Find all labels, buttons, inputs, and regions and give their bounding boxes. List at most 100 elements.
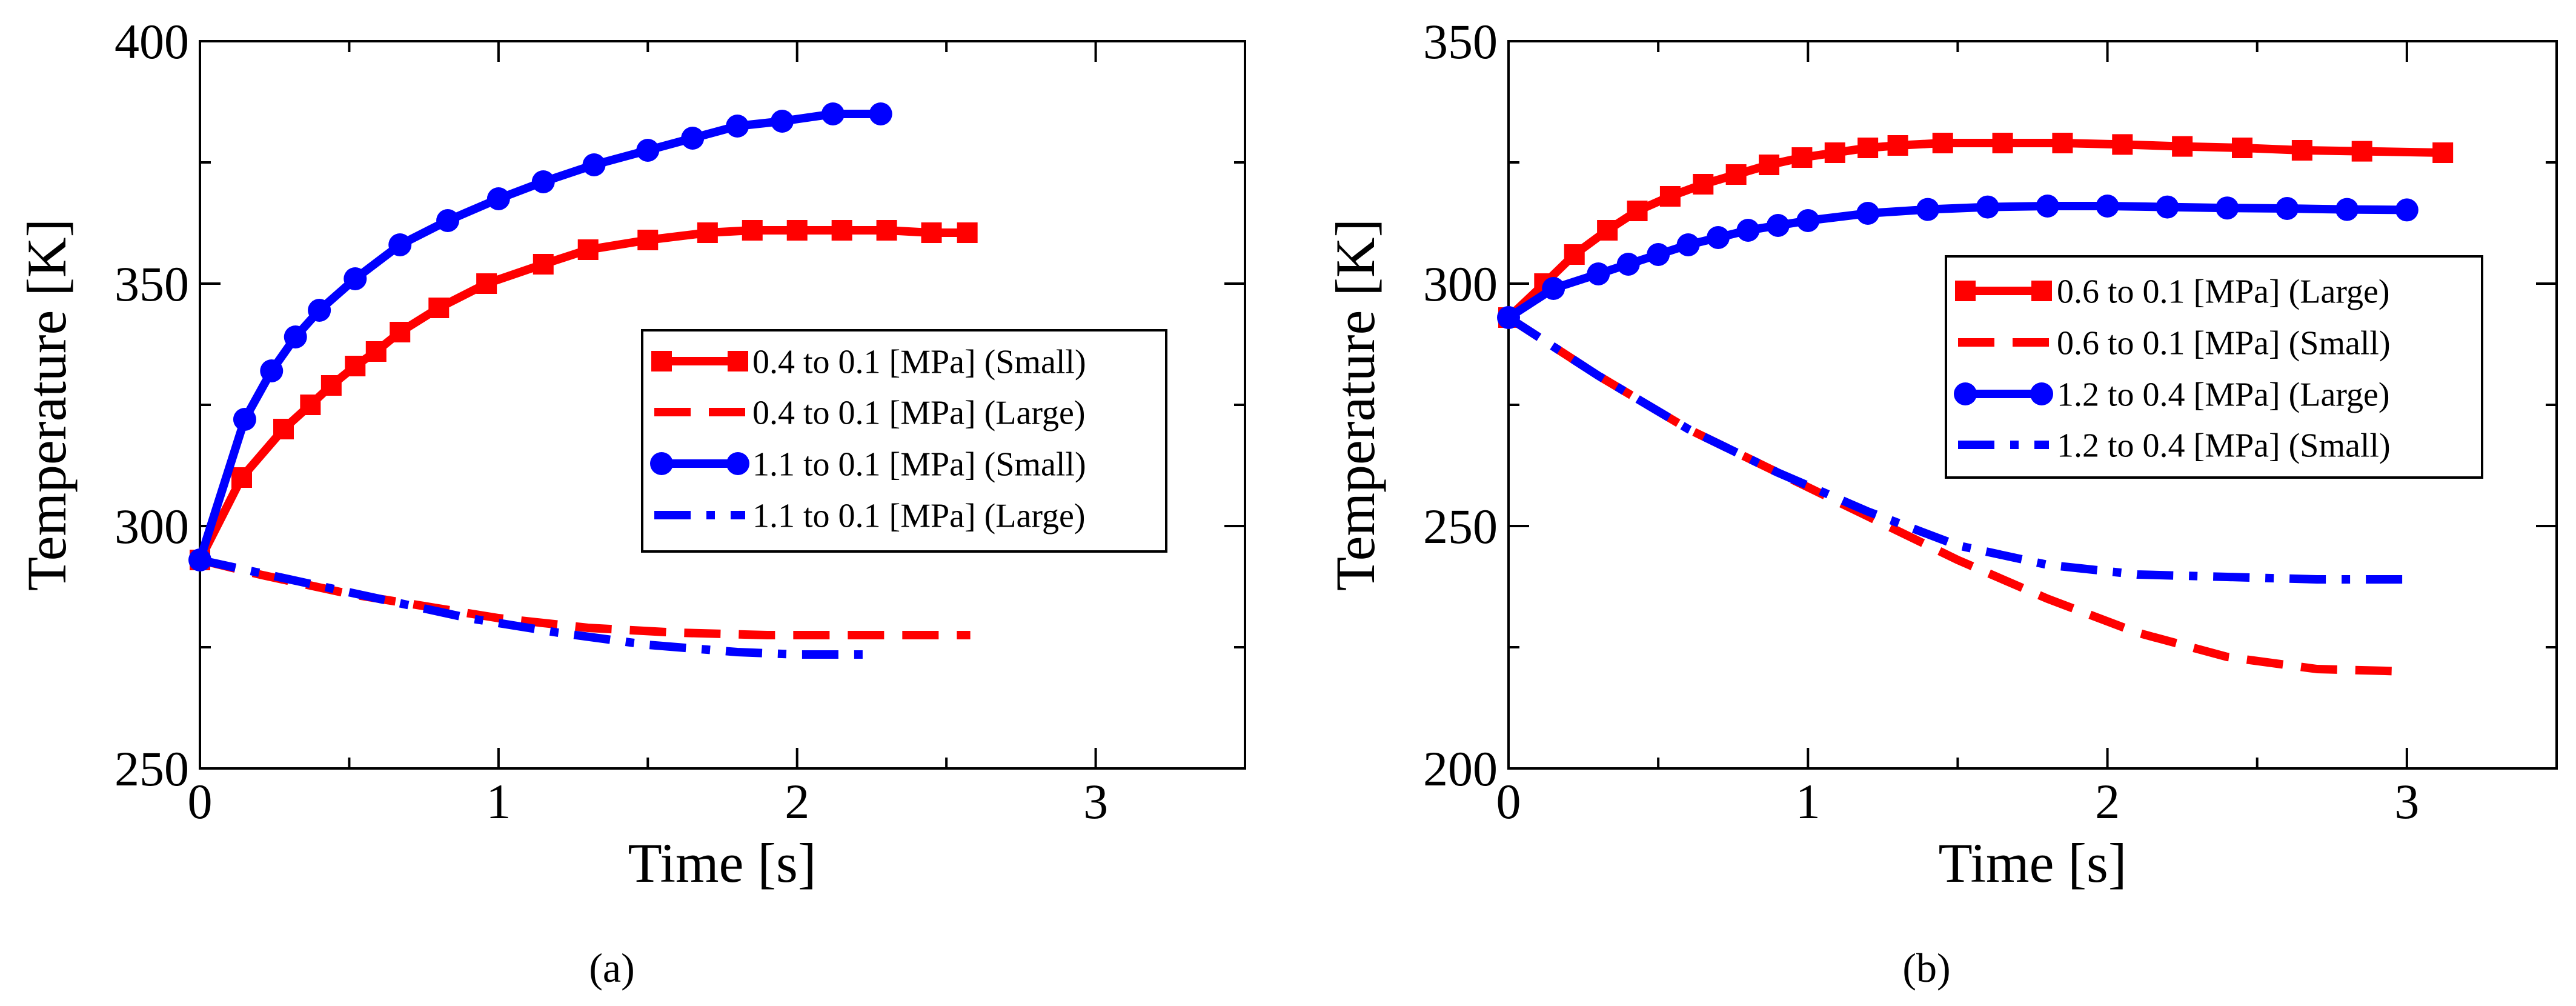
- series: [1506, 314, 2407, 584]
- data-point: [582, 153, 606, 176]
- y-tick-label: 250: [115, 741, 189, 796]
- series: [199, 556, 971, 639]
- series-layer: [1497, 133, 2454, 676]
- legend-entry: 0.6 to 0.1 [MPa] (Small): [1958, 325, 2391, 362]
- legend-entry: 0.4 to 0.1 [MPa] (Small): [651, 344, 1086, 381]
- legend-sample: [650, 452, 749, 475]
- y-axis-label: Temperature [K]: [1324, 219, 1386, 591]
- x-axis-label: Time [s]: [628, 832, 817, 894]
- data-point: [1736, 219, 1760, 242]
- data-point: [1659, 186, 1681, 207]
- data-point: [1857, 138, 1879, 158]
- legend-sample: [1954, 382, 2053, 405]
- legend-entry: 0.6 to 0.1 [MPa] (Large): [1955, 273, 2390, 311]
- panel-label: (b): [1902, 945, 1950, 991]
- x-tick-label: 0: [1496, 774, 1521, 829]
- panel-a: 0 1 2 3 250 300 350 400 Time [s] Temperature [K…: [16, 14, 1246, 991]
- data-point: [260, 359, 284, 382]
- data-point: [1992, 133, 2013, 153]
- legend-entry: 1.2 to 0.4 [MPa] (Small): [1958, 427, 2391, 465]
- legend-label: 1.1 to 0.1 [MPa] (Small): [752, 446, 1086, 484]
- tick-labels: 0 1 2 3 200 250 300 350: [1423, 14, 2419, 829]
- data-point: [831, 220, 852, 241]
- legend-label: 0.4 to 0.1 [MPa] (Small): [752, 344, 1086, 381]
- data-point: [1647, 243, 1670, 266]
- legend-label: 0.4 to 0.1 [MPa] (Large): [752, 395, 1086, 432]
- data-point: [284, 325, 307, 348]
- data-point: [821, 102, 845, 125]
- data-point: [681, 127, 705, 150]
- series-line: [1506, 314, 2407, 584]
- data-point: [1587, 262, 1610, 285]
- legend-entry: 0.4 to 0.1 [MPa] (Large): [654, 395, 1086, 432]
- data-point: [1725, 164, 1747, 185]
- data-point: [2432, 142, 2454, 163]
- data-point: [2031, 281, 2052, 301]
- data-point: [2232, 138, 2252, 158]
- data-point: [1976, 195, 1999, 219]
- tick-marks: [1507, 40, 2558, 770]
- y-tick-label: 400: [115, 14, 189, 69]
- data-point: [1887, 135, 1908, 156]
- data-point: [1627, 201, 1648, 221]
- data-point: [1856, 202, 1880, 225]
- data-point: [436, 209, 460, 232]
- series-line: [199, 556, 872, 659]
- data-point: [345, 356, 366, 376]
- data-point: [869, 102, 892, 125]
- legend-label: 0.6 to 0.1 [MPa] (Large): [2057, 273, 2390, 311]
- data-point: [2156, 195, 2179, 219]
- data-point: [308, 299, 331, 322]
- data-point: [726, 452, 749, 475]
- data-point: [344, 267, 367, 290]
- series-line: [1505, 139, 2443, 321]
- y-tick-label: 250: [1423, 499, 1498, 554]
- x-axis-label: Time [s]: [1939, 832, 2127, 894]
- data-point: [651, 351, 672, 371]
- data-point: [771, 110, 794, 133]
- data-point: [2052, 133, 2073, 153]
- data-point: [1791, 147, 1813, 168]
- legend-entry: 1.1 to 0.1 [MPa] (Small): [650, 446, 1086, 484]
- data-point: [1564, 244, 1585, 265]
- data-point: [2395, 198, 2418, 222]
- y-tick-label: 300: [115, 499, 189, 554]
- data-point: [742, 220, 763, 241]
- data-point: [233, 408, 256, 431]
- data-point: [1916, 198, 1939, 221]
- panel-label: (a): [589, 945, 634, 991]
- x-tick-label: 2: [785, 774, 809, 829]
- data-point: [957, 222, 978, 243]
- series: [190, 220, 978, 570]
- x-tick-label: 3: [1083, 774, 1108, 829]
- panel-b: 0 1 2 3 200 250 300 350 Time [s] Temperature [K…: [1324, 14, 2558, 991]
- x-tick-label: 1: [486, 774, 511, 829]
- y-tick-label: 300: [1423, 256, 1498, 311]
- data-point: [1759, 155, 1780, 175]
- data-point: [2351, 141, 2372, 162]
- data-point: [2096, 195, 2119, 218]
- y-tick-label: 350: [115, 256, 189, 311]
- series-line: [199, 556, 971, 639]
- series: [188, 102, 892, 571]
- legend: 0.6 to 0.1 [MPa] (Large) 0.6 to 0.1 [MPa…: [1945, 255, 2483, 479]
- data-point: [2335, 198, 2359, 221]
- tick-marks: [199, 40, 1246, 770]
- data-point: [1676, 233, 1700, 256]
- data-point: [2112, 134, 2133, 155]
- data-point: [921, 222, 942, 243]
- data-point: [428, 298, 450, 318]
- legend-label: 1.2 to 0.4 [MPa] (Small): [2057, 427, 2391, 465]
- data-point: [300, 395, 321, 415]
- data-point: [726, 115, 749, 138]
- data-point: [2216, 196, 2239, 220]
- x-tick-label: 3: [2394, 774, 2419, 829]
- data-point: [1616, 253, 1640, 276]
- data-point: [650, 452, 673, 475]
- data-point: [533, 254, 554, 275]
- x-tick-label: 2: [2095, 774, 2120, 829]
- data-point: [390, 322, 411, 342]
- data-point: [1707, 226, 1730, 249]
- data-point: [1932, 133, 1953, 153]
